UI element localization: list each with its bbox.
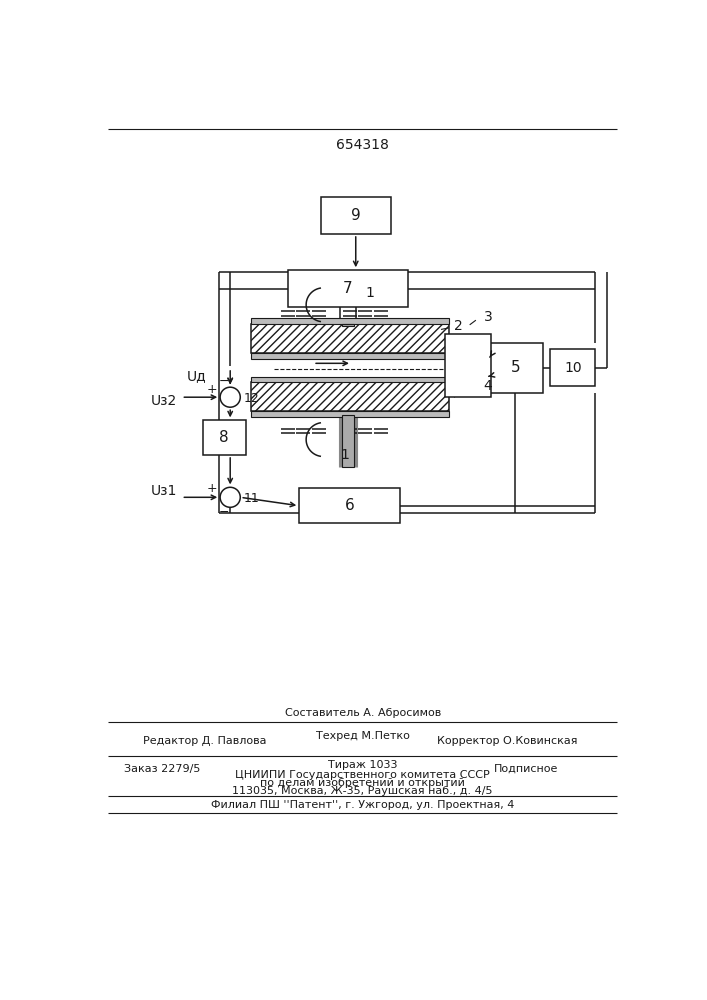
Bar	[251, 411, 449, 417]
Text: Редактор Д. Павлова: Редактор Д. Павлова	[143, 736, 267, 746]
Bar	[251, 353, 449, 359]
Bar	[341, 415, 354, 466]
Bar	[251, 382, 449, 411]
Text: 5: 5	[510, 360, 520, 375]
Text: 1: 1	[341, 448, 349, 462]
Bar	[251, 318, 449, 324]
Text: 1: 1	[366, 286, 374, 300]
Text: 11: 11	[244, 492, 260, 505]
Text: Uз1: Uз1	[151, 484, 177, 498]
Bar	[341, 324, 354, 326]
Text: 654318: 654318	[337, 138, 389, 152]
Bar	[203, 420, 246, 455]
Text: 6: 6	[345, 498, 354, 513]
Text: 4: 4	[484, 379, 492, 393]
Text: ЦНИИПИ Государственного комитета СССР: ЦНИИПИ Государственного комитета СССР	[235, 770, 490, 780]
Circle shape	[220, 387, 240, 407]
Text: Тираж 1033: Тираж 1033	[328, 760, 397, 770]
Text: 10: 10	[564, 361, 582, 375]
Bar	[251, 377, 449, 382]
Text: Составитель А. Абросимов: Составитель А. Абросимов	[285, 708, 441, 718]
Text: Корректор О.Ковинская: Корректор О.Ковинская	[437, 736, 577, 746]
Bar	[489, 343, 542, 393]
Text: −: −	[218, 375, 229, 388]
Circle shape	[220, 487, 240, 507]
Text: 12: 12	[244, 392, 260, 405]
Text: по делам изобретений и открытий: по делам изобретений и открытий	[260, 778, 465, 788]
Bar	[251, 324, 449, 353]
Text: 7: 7	[343, 281, 353, 296]
Text: 3: 3	[484, 310, 492, 324]
Bar	[550, 349, 595, 386]
Text: 113035, Москва, Ж-35, Раушская наб., д. 4/5: 113035, Москва, Ж-35, Раушская наб., д. …	[233, 786, 493, 796]
Text: Uз2: Uз2	[151, 394, 177, 408]
Text: Подписное: Подписное	[494, 764, 559, 774]
Text: Заказ 2279/5: Заказ 2279/5	[124, 764, 200, 774]
Bar	[288, 270, 409, 307]
Bar	[445, 334, 491, 397]
Bar	[299, 488, 400, 523]
Text: Техред М.Петко: Техред М.Петко	[316, 731, 409, 741]
Bar	[321, 197, 391, 234]
Text: 2: 2	[454, 319, 463, 333]
Text: −: −	[218, 505, 229, 518]
Text: Филиал ПШ ''Патент'', г. Ужгород, ул. Проектная, 4: Филиал ПШ ''Патент'', г. Ужгород, ул. Пр…	[211, 800, 515, 810]
Text: 8: 8	[219, 430, 229, 445]
Text: +: +	[207, 383, 218, 396]
Text: 9: 9	[351, 208, 361, 223]
Text: +: +	[207, 482, 218, 495]
Text: Uд: Uд	[187, 369, 207, 383]
